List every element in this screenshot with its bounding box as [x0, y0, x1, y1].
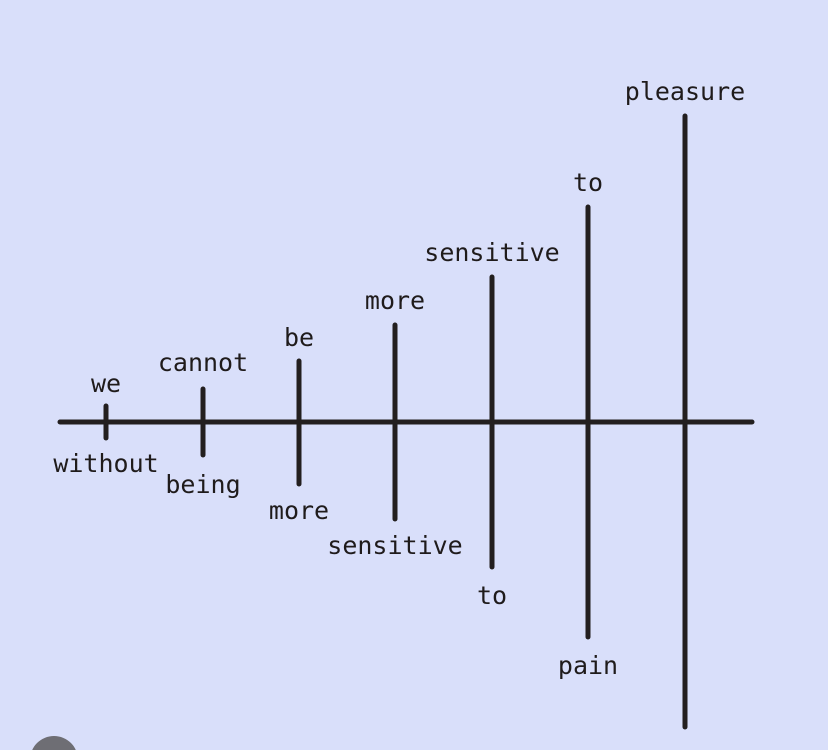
- word-below-to: to: [477, 581, 507, 610]
- word-above-be: be: [284, 323, 314, 352]
- word-below-pain: pain: [558, 651, 618, 680]
- word-below-more: more: [269, 496, 329, 525]
- word-below-being: being: [165, 470, 240, 499]
- word-below-sensitive: sensitive: [327, 531, 462, 560]
- word-above-sensitive: sensitive: [424, 238, 559, 267]
- word-above-pleasure: pleasure: [625, 77, 745, 106]
- word-below-without: without: [53, 449, 158, 478]
- word-above-we: we: [91, 369, 121, 398]
- word-above-cannot: cannot: [158, 348, 248, 377]
- word-above-to: to: [573, 168, 603, 197]
- word-above-more: more: [365, 286, 425, 315]
- partial-circle-button[interactable]: [30, 736, 78, 750]
